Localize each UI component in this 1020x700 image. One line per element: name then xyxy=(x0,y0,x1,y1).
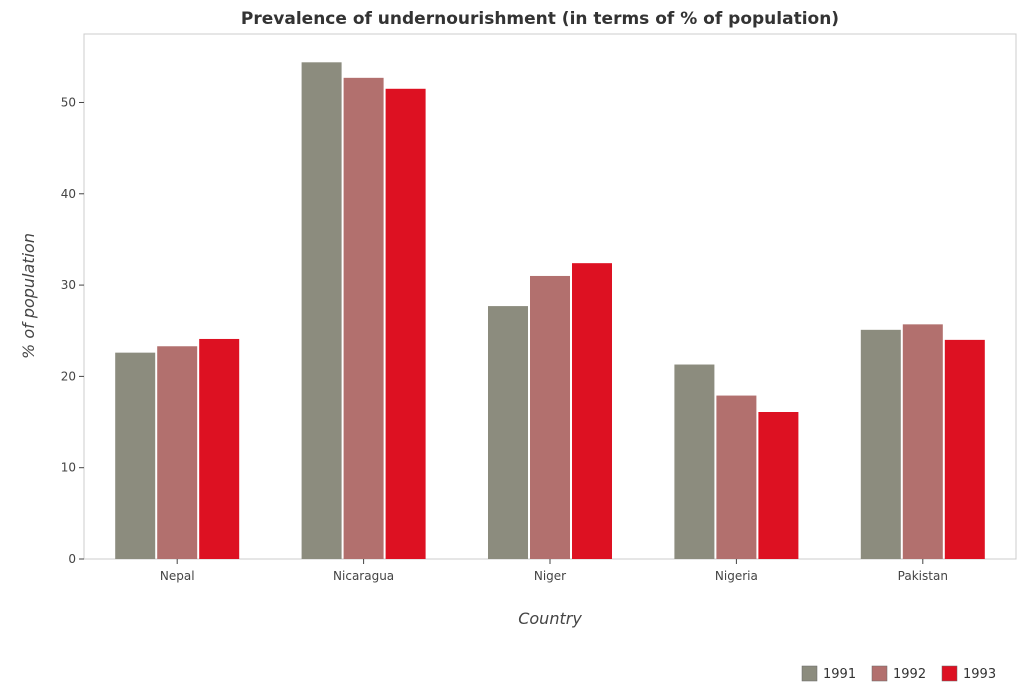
bar-niger-1991 xyxy=(488,306,528,559)
chart-title: Prevalence of undernourishment (in terms… xyxy=(241,9,839,29)
legend: 1991 1992 1993 xyxy=(801,665,996,682)
legend-swatch-1992 xyxy=(871,665,888,682)
x-tick-label: Nepal xyxy=(160,569,195,583)
y-tick-label: 50 xyxy=(61,95,76,109)
legend-label-1993: 1993 xyxy=(963,667,996,682)
bar-pakistan-1993 xyxy=(944,339,985,559)
bar-pakistan-1991 xyxy=(860,329,901,559)
legend-label-1992: 1992 xyxy=(893,667,926,682)
bar-nigeria-1993 xyxy=(758,412,799,559)
bar-pakistan-1992 xyxy=(902,324,943,559)
y-tick-label: 40 xyxy=(61,187,76,201)
legend-swatch-1993 xyxy=(941,665,958,682)
bar-nigeria-1992 xyxy=(716,395,757,559)
y-tick-label: 30 xyxy=(61,278,76,292)
bar-nicaragua-1992 xyxy=(343,77,384,560)
y-tick-label: 0 xyxy=(68,552,76,566)
bar-nicaragua-1991 xyxy=(301,62,342,559)
x-tick-label: Niger xyxy=(534,569,566,583)
y-tick-label: 10 xyxy=(61,461,76,475)
x-axis: Nepal Nicaragua Niger Nigeria Pakistan xyxy=(160,559,948,583)
y-axis: 0 10 20 30 40 50 xyxy=(61,95,84,566)
legend-label-1991: 1991 xyxy=(823,667,856,682)
bar-nepal-1992 xyxy=(157,346,198,559)
legend-swatch-1991 xyxy=(801,665,818,682)
bars-group xyxy=(115,62,985,560)
bar-niger-1993 xyxy=(572,263,612,559)
y-tick-label: 20 xyxy=(61,369,76,383)
x-tick-label: Nicaragua xyxy=(333,569,394,583)
bar-nepal-1991 xyxy=(115,352,156,559)
x-tick-label: Pakistan xyxy=(898,569,948,583)
x-tick-label: Nigeria xyxy=(715,569,758,583)
y-axis-label: % of population xyxy=(19,233,38,359)
bar-nigeria-1991 xyxy=(674,364,715,559)
plot-area: 0 10 20 30 40 50 Nepal Nicaragua Niger Nigeria Pa… xyxy=(61,33,1017,583)
bar-niger-1992 xyxy=(530,275,570,559)
bar-nepal-1993 xyxy=(199,338,240,559)
bar-nicaragua-1993 xyxy=(385,88,426,560)
x-axis-label: Country xyxy=(518,609,582,628)
